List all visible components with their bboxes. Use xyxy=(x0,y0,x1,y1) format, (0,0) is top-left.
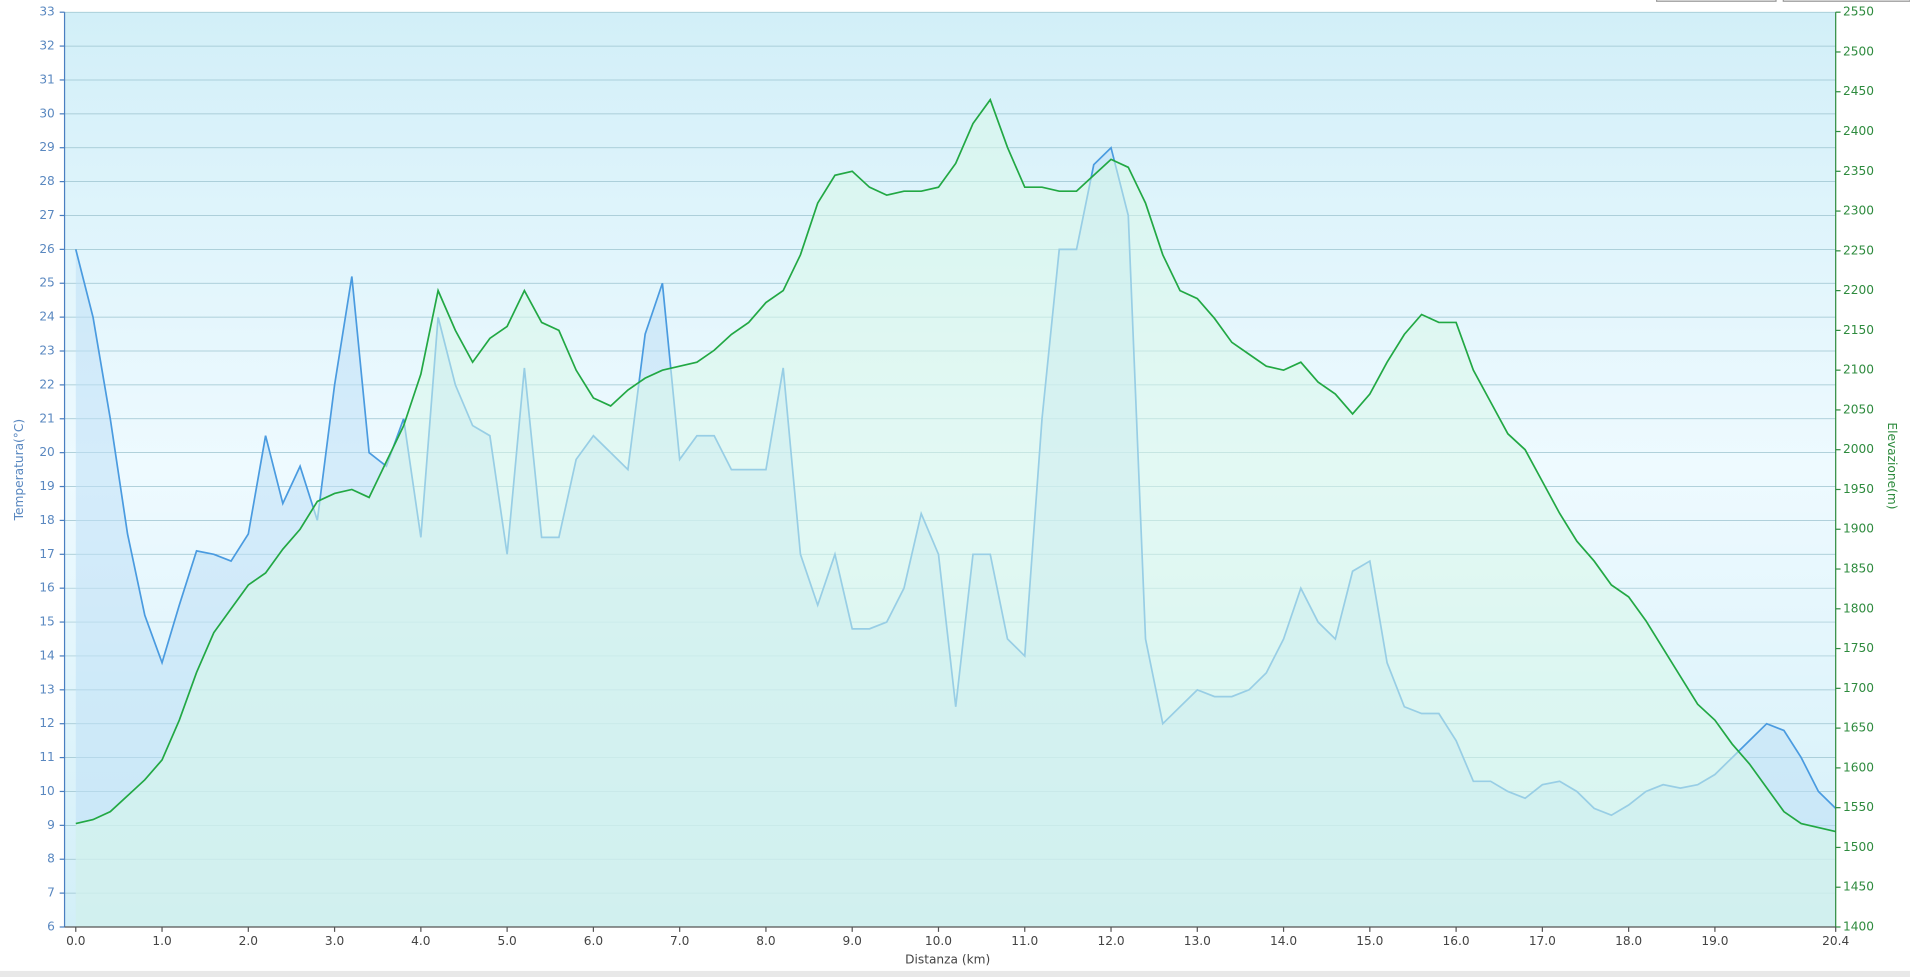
y2-tick-label: 2250 xyxy=(1843,243,1874,257)
y-tick-label: 21 xyxy=(39,411,54,425)
x-tick-label: 8.0 xyxy=(756,934,775,948)
y-tick-label: 14 xyxy=(39,648,55,662)
y-tick-label: 23 xyxy=(39,344,54,358)
x-tick-label: 12.0 xyxy=(1097,934,1124,948)
y2-tick-label: 1750 xyxy=(1843,641,1874,655)
y2-tick-label: 2450 xyxy=(1843,84,1874,98)
x-tick-label: 19.0 xyxy=(1701,934,1728,948)
y-tick-label: 30 xyxy=(39,106,54,120)
y2-tick-label: 2300 xyxy=(1843,204,1874,218)
y2-tick-label: 1900 xyxy=(1843,522,1874,536)
y-tick-label: 32 xyxy=(39,39,54,53)
y-tick-label: 10 xyxy=(39,784,54,798)
y2-tick-label: 1400 xyxy=(1843,919,1874,933)
y2-tick-label: 2500 xyxy=(1843,44,1874,58)
y-tick-label: 15 xyxy=(39,615,54,629)
x-tick-label: 14.0 xyxy=(1270,934,1297,948)
y-tick-label: 20 xyxy=(39,445,54,459)
x-tick-label: 9.0 xyxy=(843,934,862,948)
x-tick-label: 7.0 xyxy=(670,934,689,948)
y-tick-label: 33 xyxy=(39,5,54,19)
y2-tick-label: 2100 xyxy=(1843,363,1874,377)
footer-band xyxy=(0,970,1910,977)
x-tick-label: 3.0 xyxy=(325,934,344,948)
x-tick-label: 6.0 xyxy=(584,934,603,948)
x-tick-label: 4.0 xyxy=(411,934,430,948)
y2-tick-label: 2200 xyxy=(1843,283,1874,297)
y2-tick-label: 2550 xyxy=(1843,5,1874,19)
y-tick-label: 13 xyxy=(39,682,54,696)
y-tick-label: 6 xyxy=(47,919,55,933)
area-fill xyxy=(75,99,1836,927)
y-tick-label: 28 xyxy=(39,174,54,188)
y2-tick-label: 1650 xyxy=(1843,721,1874,735)
y2-tick-label: 1450 xyxy=(1843,880,1874,894)
y-tick-label: 19 xyxy=(39,479,54,493)
y2-tick-label: 1850 xyxy=(1843,562,1874,576)
series-line xyxy=(75,97,1836,833)
y2-tick-label: 2400 xyxy=(1843,124,1874,138)
y-tick-label: 16 xyxy=(39,581,54,595)
y-tick-label: 22 xyxy=(39,377,54,391)
y2-tick-label: 1600 xyxy=(1843,760,1874,774)
toolbar-button[interactable] xyxy=(1782,0,1910,2)
y2-tick-label: 1550 xyxy=(1843,800,1874,814)
x-tick-label: 1.0 xyxy=(152,934,171,948)
y-tick-label: 8 xyxy=(47,852,55,866)
y-tick-label: 17 xyxy=(39,547,54,561)
x-tick-label: 15.0 xyxy=(1356,934,1383,948)
y2-tick-label: 1800 xyxy=(1843,601,1874,615)
y-tick-label: 25 xyxy=(39,276,54,290)
y-tick-label: 26 xyxy=(39,242,54,256)
x-tick-label: 17.0 xyxy=(1529,934,1556,948)
x-tick-label: 16.0 xyxy=(1443,934,1470,948)
x-tick-label: 0.0 xyxy=(66,934,85,948)
toolbar-button[interactable] xyxy=(1656,0,1777,2)
y2-tick-label: 2000 xyxy=(1843,442,1874,456)
x-tick-label: 13.0 xyxy=(1184,934,1211,948)
x-tick-label: 5.0 xyxy=(497,934,516,948)
y-tick-label: 24 xyxy=(39,310,55,324)
x-tick-label: 10.0 xyxy=(925,934,952,948)
y2-tick-label: 1950 xyxy=(1843,482,1874,496)
y2-tick-label: 1500 xyxy=(1843,840,1874,854)
y-tick-label: 31 xyxy=(39,72,54,86)
x-tick-label: 18.0 xyxy=(1615,934,1642,948)
y2-tick-label: 2050 xyxy=(1843,402,1874,416)
y-tick-label: 11 xyxy=(39,750,54,764)
y2-tick-label: 2350 xyxy=(1843,164,1874,178)
y2-axis-title: Elevazione(m) xyxy=(1885,422,1899,509)
y-tick-label: 18 xyxy=(39,513,54,527)
y-axis-title: Temperatura(°C) xyxy=(12,419,26,521)
y2-tick-label: 1700 xyxy=(1843,681,1874,695)
y-tick-label: 27 xyxy=(39,208,54,222)
plot-layer xyxy=(64,11,1837,928)
y-tick-label: 12 xyxy=(39,716,54,730)
x-axis-title: Distanza (km) xyxy=(905,952,990,966)
y-tick-label: 9 xyxy=(47,818,55,832)
y-tick-label: 29 xyxy=(39,140,54,154)
x-tick-label: 11.0 xyxy=(1011,934,1038,948)
y2-tick-label: 2150 xyxy=(1843,323,1874,337)
x-tick-label: 20.4 xyxy=(1822,934,1849,948)
x-tick-label: 2.0 xyxy=(239,934,258,948)
y-tick-label: 7 xyxy=(47,886,55,900)
